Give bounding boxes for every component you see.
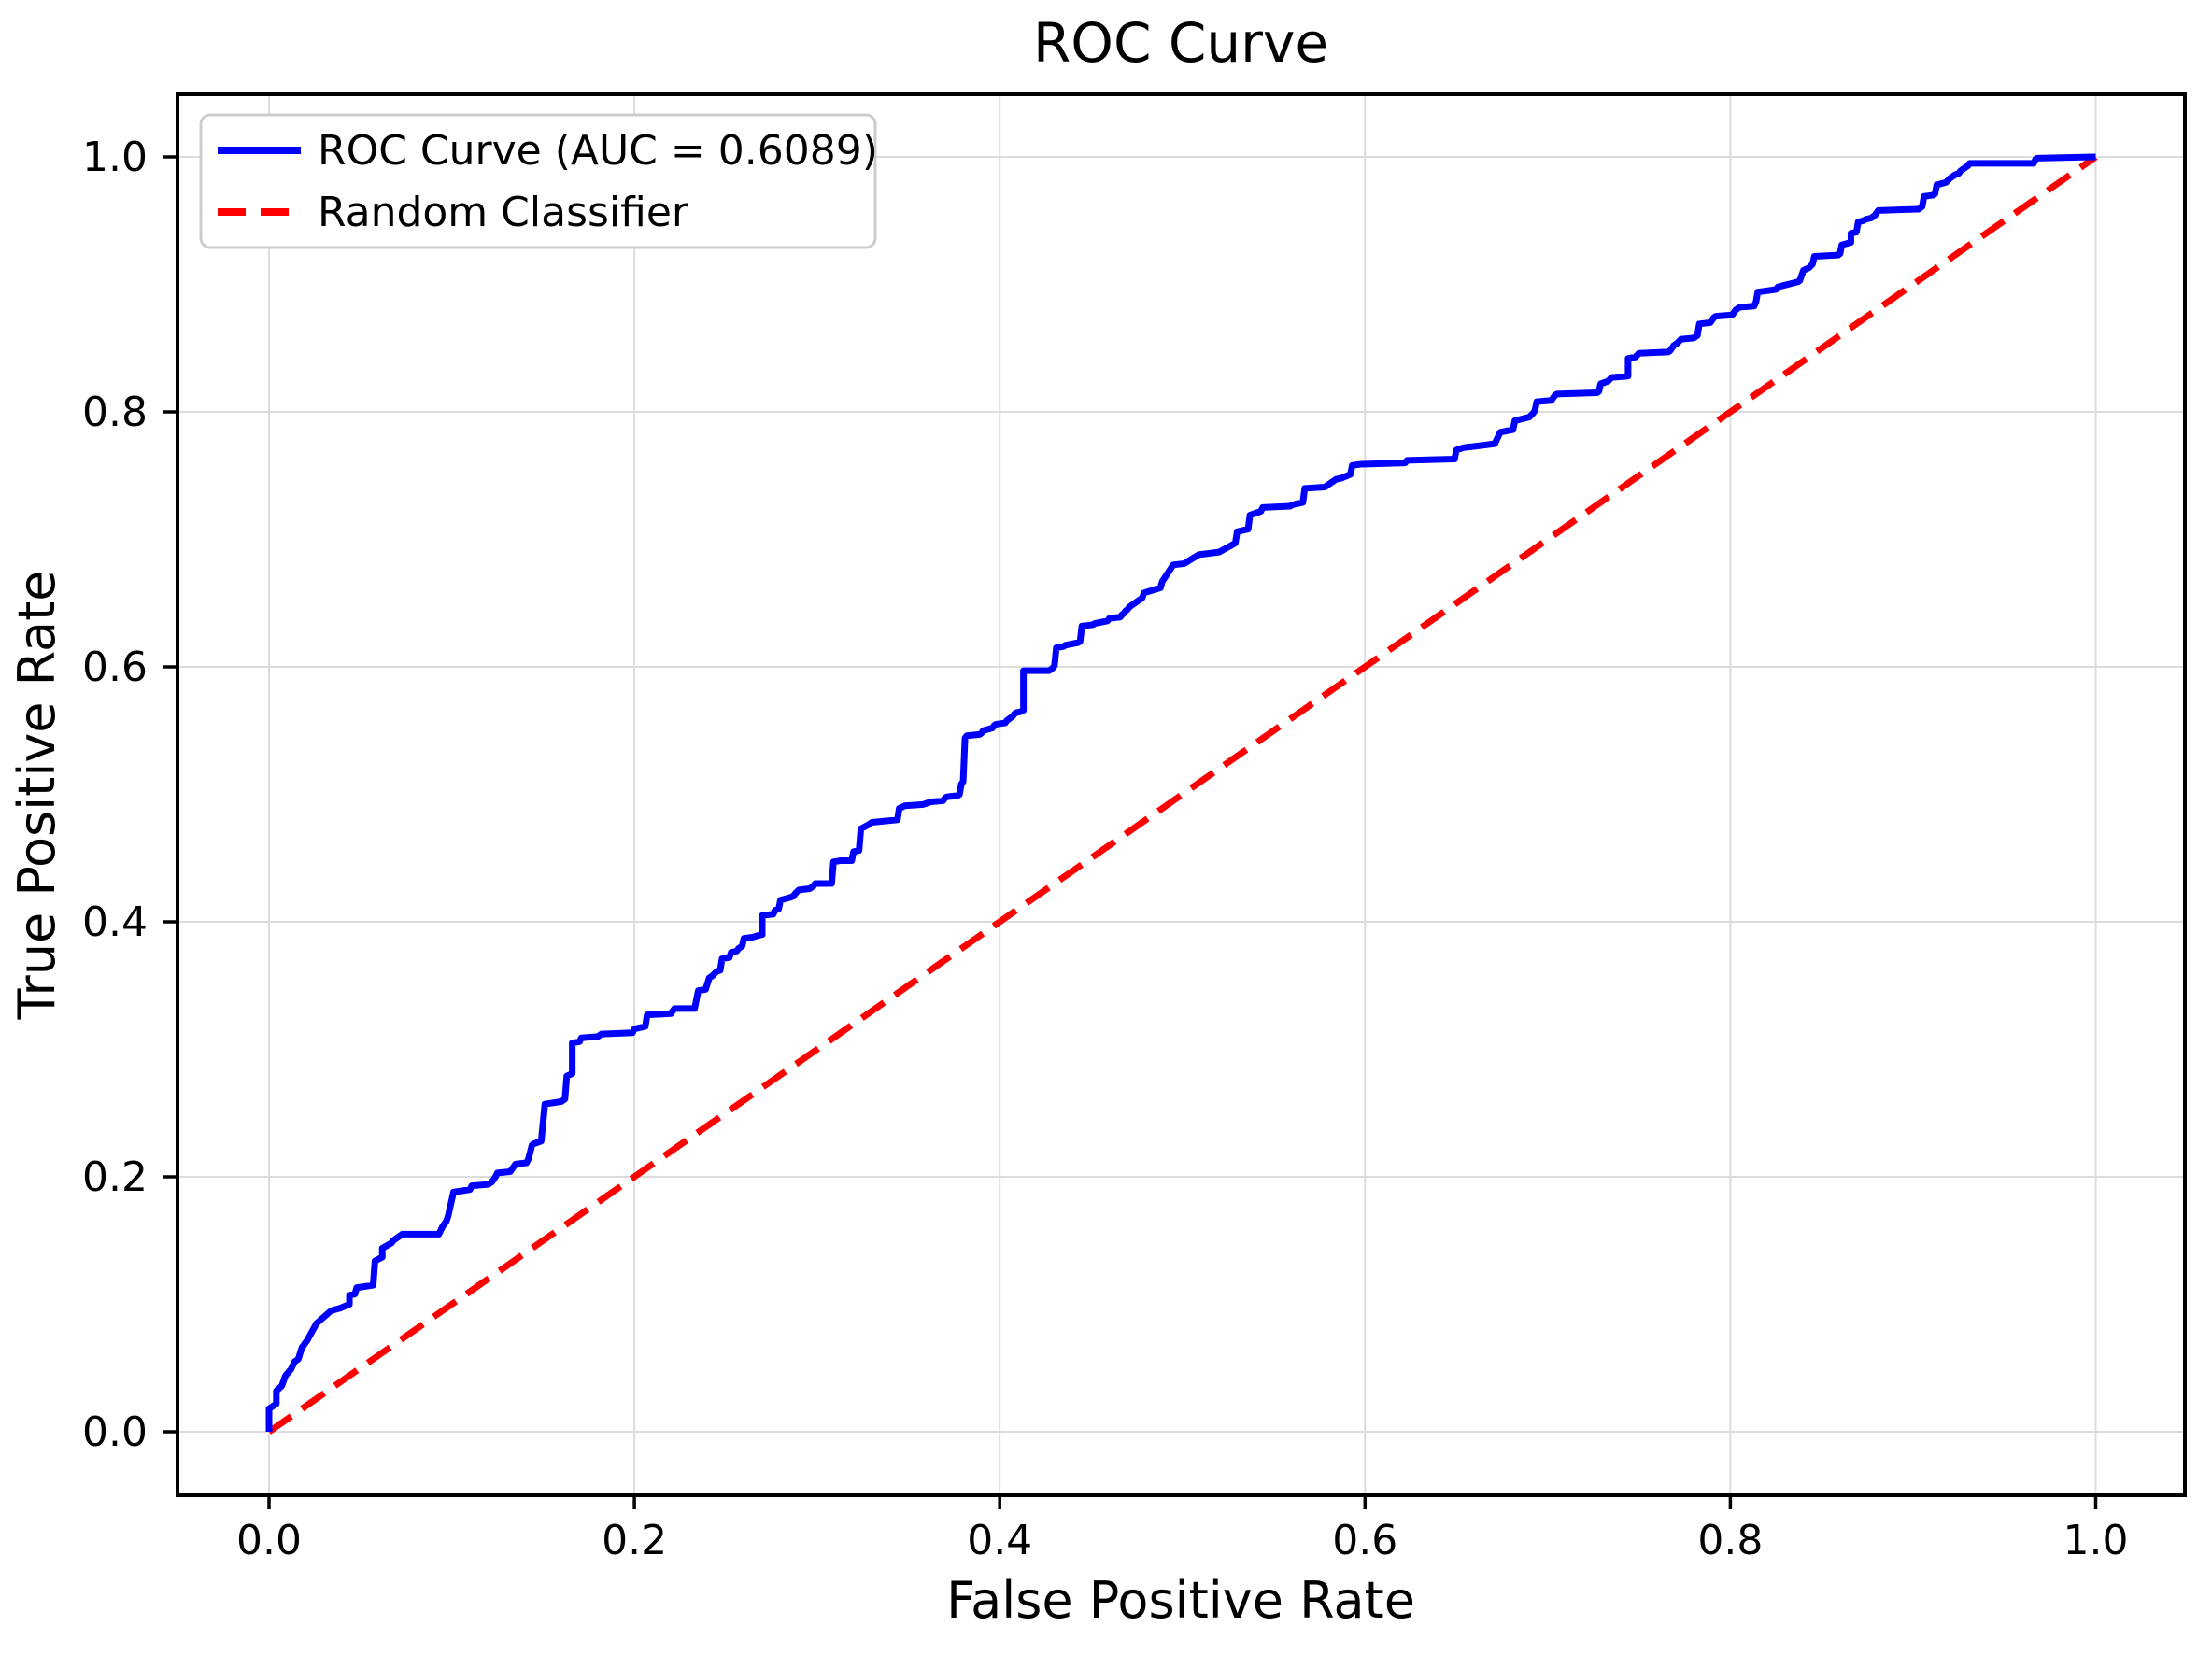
x-tick-label: 0.2 (602, 1517, 667, 1564)
x-tick-label: 0.0 (236, 1517, 302, 1564)
y-tick-label: 0.2 (82, 1153, 148, 1201)
legend: ROC Curve (AUC = 0.6089) Random Classifi… (199, 113, 878, 249)
y-tick-label: 0.0 (82, 1408, 148, 1456)
x-tick-label: 0.8 (1697, 1517, 1763, 1564)
y-tick-label: 1.0 (82, 134, 148, 181)
y-tick-label: 0.4 (82, 898, 148, 946)
x-tick-label: 1.0 (2063, 1517, 2129, 1564)
x-axis-label: False Positive Rate (946, 1571, 1415, 1630)
legend-box (199, 113, 877, 249)
legend-roc-label: ROC Curve (AUC = 0.6089) (318, 127, 878, 175)
y-tick-label: 0.6 (82, 644, 148, 691)
chart-title: ROC Curve (1033, 11, 1328, 75)
y-tick-label: 0.8 (82, 389, 148, 436)
legend-random-label: Random Classifier (318, 189, 689, 236)
x-tick-label: 0.6 (1332, 1517, 1397, 1564)
roc-curve-line (265, 153, 2098, 1432)
y-axis-label: True Positive Rate (7, 570, 66, 1020)
x-tick-label: 0.4 (967, 1517, 1032, 1564)
random-classifier-line (266, 154, 2098, 1435)
axes-spines (176, 92, 2187, 1497)
axis-ticks: 0.0 0.2 0.4 0.6 0.8 1.0 0.0 0.2 0.4 0.6 0.8 1.0 (82, 134, 2128, 1564)
gridlines (177, 94, 2185, 1495)
